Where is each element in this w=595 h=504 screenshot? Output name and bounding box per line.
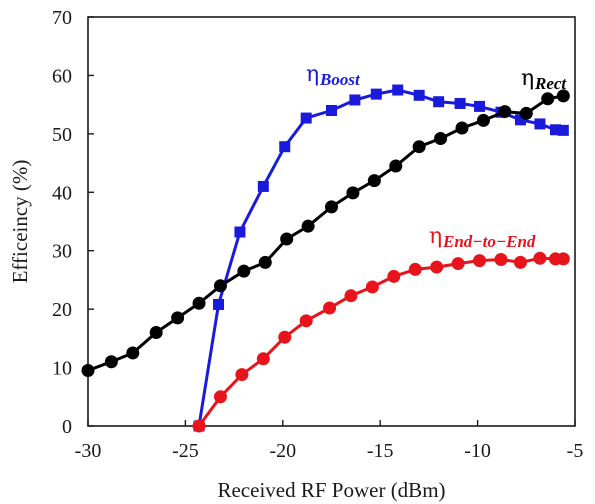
data-point-rect [434,132,448,146]
data-point-end_to_end [344,289,358,303]
data-point-end_to_end [494,252,508,266]
data-point-rect [412,140,426,154]
data-point-boost [550,124,562,136]
y-tick-label: 50 [52,124,72,146]
data-point-end_to_end [256,352,270,366]
data-point-end_to_end [299,314,313,328]
data-point-rect [149,326,163,340]
data-point-rect [476,113,490,127]
data-point-end_to_end [213,390,227,404]
data-point-rect [258,255,272,269]
data-point-end_to_end [473,254,487,268]
label-boost-subscript: Boost [319,70,361,89]
y-tick-label: 20 [52,299,72,321]
data-point-rect [556,89,570,103]
data-point-boost [326,104,337,116]
data-point-end_to_end [278,330,292,344]
x-tick-label: -10 [464,440,491,462]
data-point-boost [413,89,425,101]
label-rect-eta: η [521,66,534,91]
y-tick-label: 70 [52,7,72,29]
data-point-boost [557,124,569,136]
data-point-rect [81,363,95,377]
x-axis-title: Received RF Power (dBm) [217,478,445,502]
data-point-rect [541,92,555,106]
series-line-end_to_end [197,256,564,427]
data-point-rect [213,279,227,293]
y-tick-label: 10 [52,358,72,380]
data-point-boost [279,141,291,153]
data-point-boost [370,88,382,100]
data-point-rect [126,346,140,360]
label-rect-subscript: Rect [534,74,567,93]
data-point-boost [257,180,269,192]
data-point-rect [519,106,533,120]
series-layer [81,84,570,433]
data-point-end_to_end [192,419,206,433]
y-tick-label: 30 [52,241,72,263]
x-tick-label: -5 [567,440,584,462]
data-point-end_to_end [408,262,422,276]
data-point-boost [300,112,312,124]
data-point-rect [192,296,206,310]
series-boost [193,84,569,432]
data-point-rect [104,355,118,369]
series-rect [81,89,570,377]
label-boost-eta: η [306,62,319,87]
x-tick-label: -25 [172,440,199,462]
y-tick-label: 0 [62,416,72,438]
data-point-boost [474,100,486,112]
plot-frame [87,16,576,427]
axes: -30 -25 -20 -15 -10 -5 0 10 20 30 40 50 60 70 Received… [8,7,583,502]
data-point-boost [234,226,246,238]
series-line-boost [197,88,564,427]
data-point-end_to_end [365,280,379,294]
data-point-end_to_end [533,251,547,265]
label-end-to-end-subscript: End−to−End [442,232,536,251]
data-point-rect [325,200,338,214]
data-point-boost [454,97,466,109]
data-point-end_to_end [556,252,570,266]
data-point-end_to_end [235,368,249,382]
data-point-boost [514,114,526,126]
data-point-boost [534,118,546,130]
data-point-rect [280,232,294,246]
y-axis-title: Efficeincy (%) [8,160,32,284]
data-point-rect [301,219,315,233]
x-tick-label: -15 [367,440,394,462]
data-point-end_to_end [513,255,527,269]
data-point-end_to_end [430,260,444,274]
data-point-rect [455,121,469,135]
series-end_to_end [192,251,570,433]
data-point-boost [213,298,225,310]
data-point-rect [367,174,381,188]
data-point-end_to_end [451,257,465,271]
data-point-rect [171,311,185,325]
data-point-end_to_end [323,301,337,315]
label-end-to-end-eta: η [429,224,442,249]
data-point-rect [498,105,512,119]
data-point-end_to_end [387,269,401,283]
data-point-rect [346,186,360,200]
y-tick-label: 60 [52,65,72,87]
data-point-boost [433,96,445,108]
data-point-boost [349,94,361,106]
x-tick-label: -20 [269,440,296,462]
data-point-rect [389,159,403,173]
x-tick-label: -30 [75,440,102,462]
y-tick-label: 40 [52,182,72,204]
series-labels: η Boost η Rect η End−to−End [306,62,567,251]
data-point-rect [237,264,251,278]
data-point-boost [392,84,404,96]
